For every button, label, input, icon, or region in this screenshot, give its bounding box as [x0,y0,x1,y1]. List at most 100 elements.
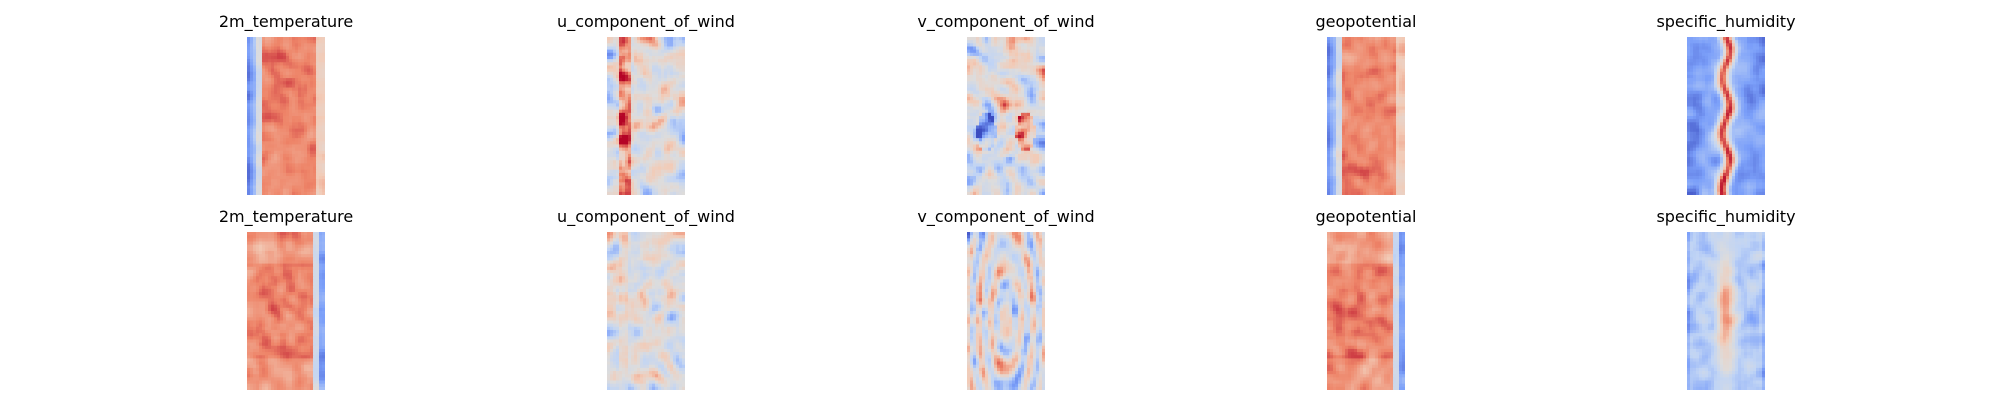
heatmap-cell [250,116,253,120]
heatmap-cell [1024,46,1027,50]
heatmap-cell [1033,192,1036,195]
heatmap-cell [991,138,994,142]
heatmap-cell [280,81,283,85]
heatmap-cell [274,72,277,76]
heatmap-cell [643,135,646,139]
heatmap-cell [259,91,262,95]
heatmap-cell [265,160,268,164]
heatmap-cell [295,129,298,133]
heatmap-cell [613,157,616,161]
heatmap-cell [1351,113,1354,117]
heatmap-cell [1369,125,1372,129]
heatmap-cell [313,50,316,54]
heatmap-cell [274,59,277,63]
heatmap-cell [1402,148,1405,152]
heatmap-cell [679,125,682,129]
heatmap-cell [655,122,658,126]
heatmap-cell [1402,141,1405,145]
heatmap-cell [295,97,298,101]
heatmap-cell [271,160,274,164]
heatmap-cell [979,37,982,41]
heatmap-cell [1360,94,1363,98]
heatmap-cell [613,40,616,44]
heatmap-cell [1372,110,1375,114]
heatmap-cell [973,72,976,76]
heatmap-cell [967,100,970,104]
heatmap-cell [646,132,649,136]
heatmap-cell [652,122,655,126]
heatmap-cell [1021,46,1024,50]
heatmap-cell [253,163,256,167]
heatmap-cell [655,40,658,44]
heatmap-cell [634,151,637,155]
heatmap-cell [985,189,988,193]
heatmap-cell [319,97,322,101]
heatmap-cell [1366,148,1369,152]
heatmap-cell [1042,173,1045,177]
heatmap-cell [634,84,637,88]
heatmap-cell [289,189,292,193]
heatmap-cell [1381,103,1384,107]
heatmap-cell [1333,103,1336,107]
heatmap-cell [1357,151,1360,155]
heatmap-cell [658,97,661,101]
heatmap-cell [613,78,616,82]
heatmap-cell [1399,119,1402,123]
heatmap-cell [607,88,610,92]
heatmap-cell [268,138,271,142]
heatmap-cell [322,170,325,174]
heatmap-cell [1336,81,1339,85]
heatmap-cell [1372,157,1375,161]
heatmap-cell [322,151,325,155]
heatmap-cell [1369,65,1372,69]
heatmap-cell [970,107,973,111]
heatmap-cell [616,157,619,161]
heatmap-cell [613,141,616,145]
heatmap-cell [1015,157,1018,161]
heatmap-cell [283,56,286,60]
heatmap-cell [1330,100,1333,104]
heatmap-cell [970,160,973,164]
heatmap-cell [1027,170,1030,174]
heatmap-cell [271,84,274,88]
heatmap-cell [616,53,619,57]
heatmap-cell [670,103,673,107]
heatmap-cell [634,144,637,148]
heatmap-cell [682,56,685,60]
heatmap-cell [970,59,973,63]
heatmap-cell [271,81,274,85]
heatmap-cell [670,163,673,167]
heatmap-cell [1345,167,1348,171]
heatmap-cell [658,40,661,44]
heatmap-cell [976,154,979,158]
heatmap-cell [289,135,292,139]
heatmap-cell [1372,84,1375,88]
heatmap-cell [997,132,1000,136]
heatmap-cell [1042,94,1045,98]
heatmap-cell [988,53,991,57]
heatmap-cell [1396,138,1399,142]
heatmap-cell [1330,59,1333,63]
heatmap-cell [1000,122,1003,126]
heatmap-cell [628,125,631,129]
heatmap-cell [307,163,310,167]
heatmap-cell [670,91,673,95]
heatmap-cell [1396,84,1399,88]
heatmap-cell [649,129,652,133]
heatmap-cell [1384,84,1387,88]
heatmap-cell [1351,138,1354,142]
heatmap-cell [1339,40,1342,44]
heatmap-cell [1009,176,1012,180]
heatmap-cell [253,129,256,133]
heatmap-cell [295,167,298,171]
heatmap-cell [997,65,1000,69]
heatmap-cell [661,122,664,126]
heatmap-cell [1012,189,1015,193]
heatmap-cell [970,94,973,98]
heatmap-cell [1381,167,1384,171]
heatmap-cell [274,81,277,85]
heatmap-cell [634,97,637,101]
heatmap-cell [679,132,682,136]
heatmap-cell [676,91,679,95]
heatmap-cell [616,176,619,180]
